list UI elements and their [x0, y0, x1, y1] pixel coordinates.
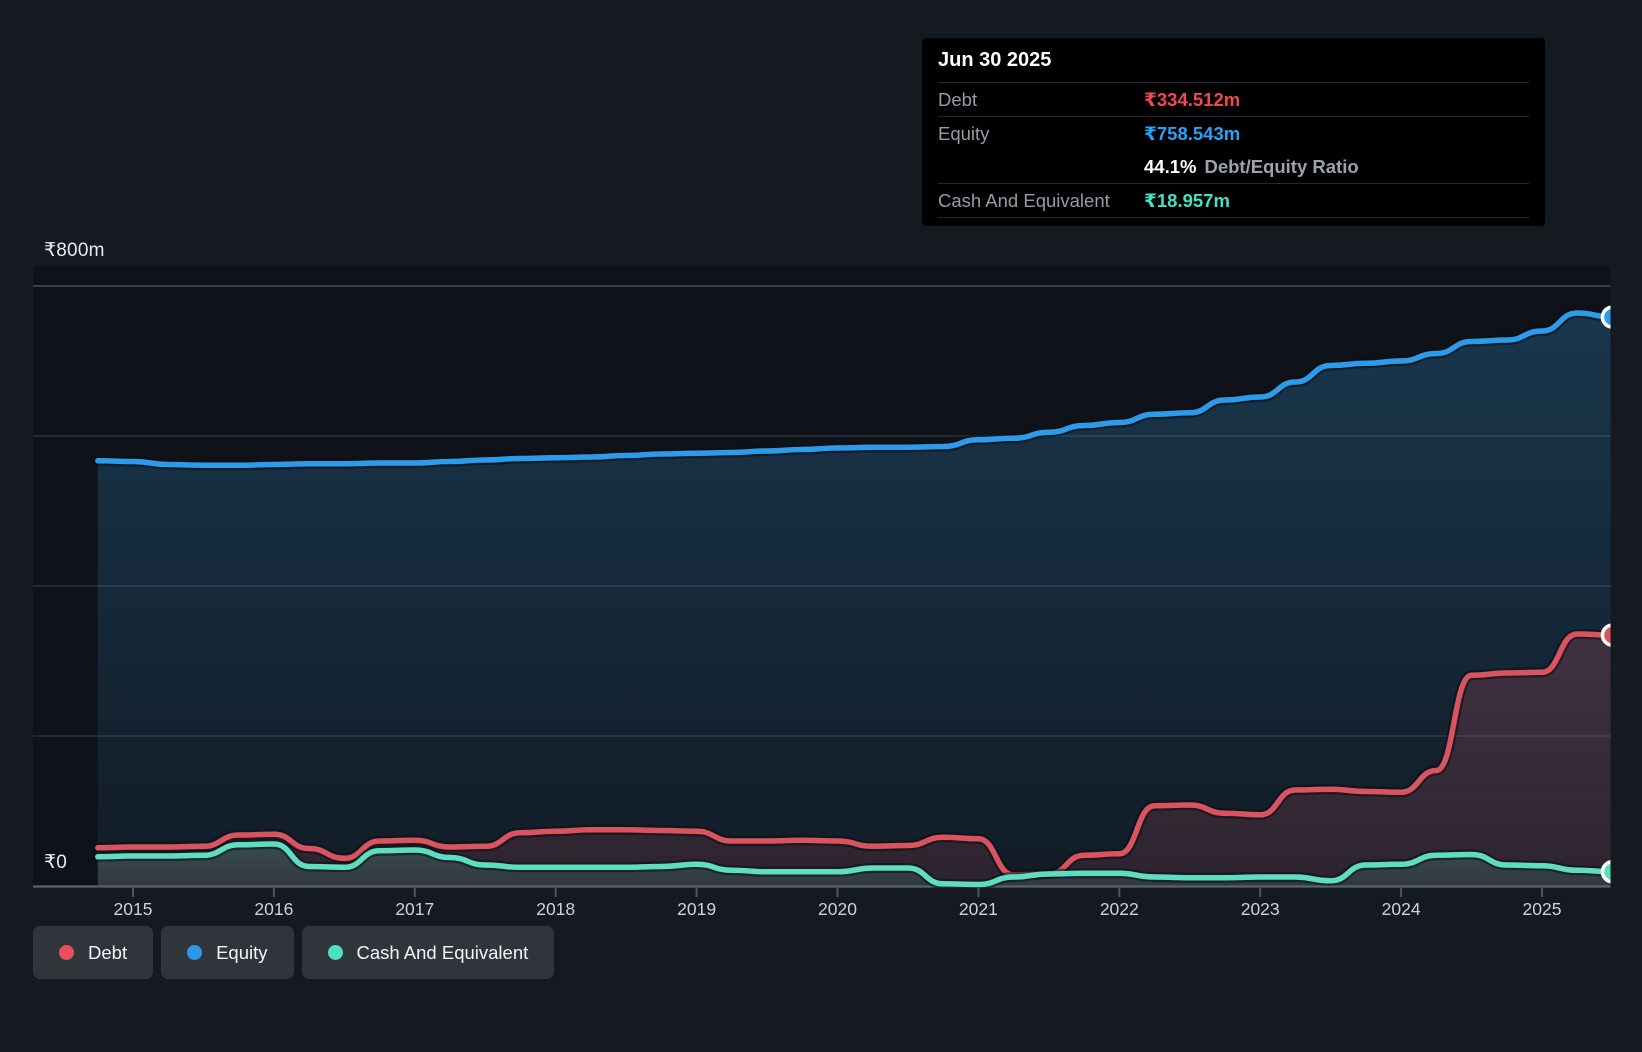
tooltip-ratio-row: 44.1% Debt/Equity Ratio: [938, 150, 1529, 184]
x-axis-label-2022: 2022: [1099, 899, 1139, 919]
x-axis-label-2017: 2017: [395, 899, 435, 919]
legend-item-cash[interactable]: Cash And Equivalent: [301, 926, 555, 979]
tooltip-date: Jun 30 2025: [938, 38, 1529, 83]
debt-line: [95, 631, 1611, 878]
tooltip-ratio-value: 44.1%: [1144, 155, 1197, 177]
x-axis-label-2023: 2023: [1240, 899, 1280, 919]
equity-end-marker[interactable]: [1600, 305, 1622, 329]
x-axis-label-2015: 2015: [113, 899, 153, 919]
cash-line: [95, 841, 1611, 888]
chart-legend: Debt Equity Cash And Equivalent: [33, 926, 555, 979]
legend-cash-label: Cash And Equivalent: [356, 941, 529, 963]
x-axis-label-2021: 2021: [958, 899, 998, 919]
debt-series-dot-icon: [59, 945, 74, 960]
legend-item-equity[interactable]: Equity: [161, 926, 294, 979]
cash-end-marker[interactable]: [1600, 860, 1622, 884]
legend-item-debt[interactable]: Debt: [33, 926, 154, 979]
chart-tooltip: Jun 30 2025 Debt ₹334.512m Equity ₹758.5…: [922, 38, 1545, 226]
series-lines: [92, 305, 1622, 888]
equity-series-dot-icon: [187, 945, 203, 960]
legend-debt-label: Debt: [88, 941, 128, 963]
x-axis-label-2020: 2020: [818, 899, 857, 919]
tooltip-cash-label: Cash And Equivalent: [938, 189, 1110, 211]
tooltip-equity-label: Equity: [938, 122, 990, 144]
x-axis-label-2025: 2025: [1522, 899, 1562, 919]
legend-equity-label: Equity: [216, 941, 268, 963]
tooltip-debt-row: Debt ₹334.512m: [938, 83, 1529, 117]
tooltip-debt-label: Debt: [938, 88, 978, 110]
debt-area: [97, 634, 1611, 887]
tooltip-cash-value: ₹18.957m: [1144, 189, 1230, 211]
tooltip-ratio-label: Debt/Equity Ratio: [1204, 155, 1359, 177]
x-axis-label-2019: 2019: [677, 899, 717, 919]
area-fills: [97, 313, 1611, 887]
cash-series-dot-icon: [327, 945, 343, 960]
y-axis-label-0: ₹0: [44, 852, 68, 873]
equity-area: [97, 313, 1611, 887]
tooltip-equity-row: Equity ₹758.543m: [938, 117, 1529, 150]
tooltip-debt-value: ₹334.512m: [1144, 88, 1241, 110]
x-axis-label-2018: 2018: [536, 899, 576, 919]
debt-end-marker[interactable]: [1600, 623, 1622, 647]
tooltip-equity-value: ₹758.543m: [1144, 122, 1241, 144]
x-axis-label-2024: 2024: [1381, 899, 1421, 919]
x-axis-label-2016: 2016: [254, 899, 294, 919]
cash-area: [97, 844, 1611, 887]
y-axis-label-800m: ₹800m: [44, 240, 105, 261]
tooltip-cash-row: Cash And Equivalent ₹18.957m: [938, 184, 1529, 218]
equity-line: [95, 310, 1611, 469]
